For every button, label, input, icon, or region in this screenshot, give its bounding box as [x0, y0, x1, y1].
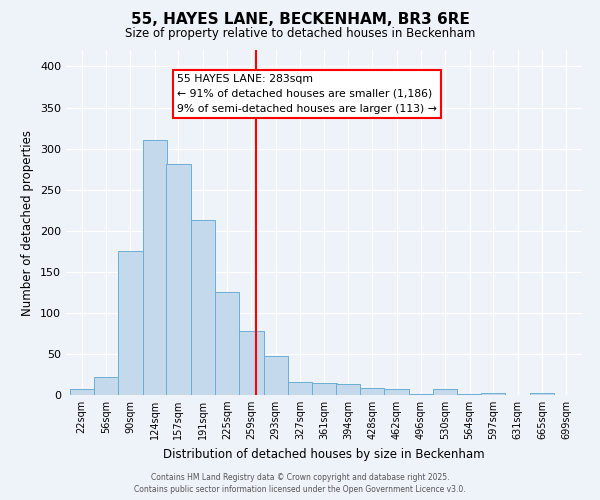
Bar [433, 389, 457, 395]
Bar [239, 331, 263, 395]
Bar [215, 292, 239, 395]
Bar [94, 377, 118, 395]
Bar [409, 394, 433, 395]
Text: Contains HM Land Registry data © Crown copyright and database right 2025.
Contai: Contains HM Land Registry data © Crown c… [134, 472, 466, 494]
Text: Size of property relative to detached houses in Beckenham: Size of property relative to detached ho… [125, 28, 475, 40]
Bar [191, 220, 215, 395]
Bar [360, 388, 385, 395]
Bar [336, 384, 360, 395]
Bar [263, 356, 288, 395]
Bar [166, 164, 191, 395]
X-axis label: Distribution of detached houses by size in Beckenham: Distribution of detached houses by size … [163, 448, 485, 460]
Bar [70, 389, 94, 395]
Text: 55 HAYES LANE: 283sqm
← 91% of detached houses are smaller (1,186)
9% of semi-de: 55 HAYES LANE: 283sqm ← 91% of detached … [177, 74, 437, 114]
Bar [288, 382, 312, 395]
Bar [481, 392, 505, 395]
Y-axis label: Number of detached properties: Number of detached properties [22, 130, 34, 316]
Bar [457, 394, 482, 395]
Bar [143, 140, 167, 395]
Bar [118, 251, 143, 395]
Bar [312, 382, 337, 395]
Bar [530, 392, 554, 395]
Text: 55, HAYES LANE, BECKENHAM, BR3 6RE: 55, HAYES LANE, BECKENHAM, BR3 6RE [131, 12, 469, 28]
Bar [385, 389, 409, 395]
